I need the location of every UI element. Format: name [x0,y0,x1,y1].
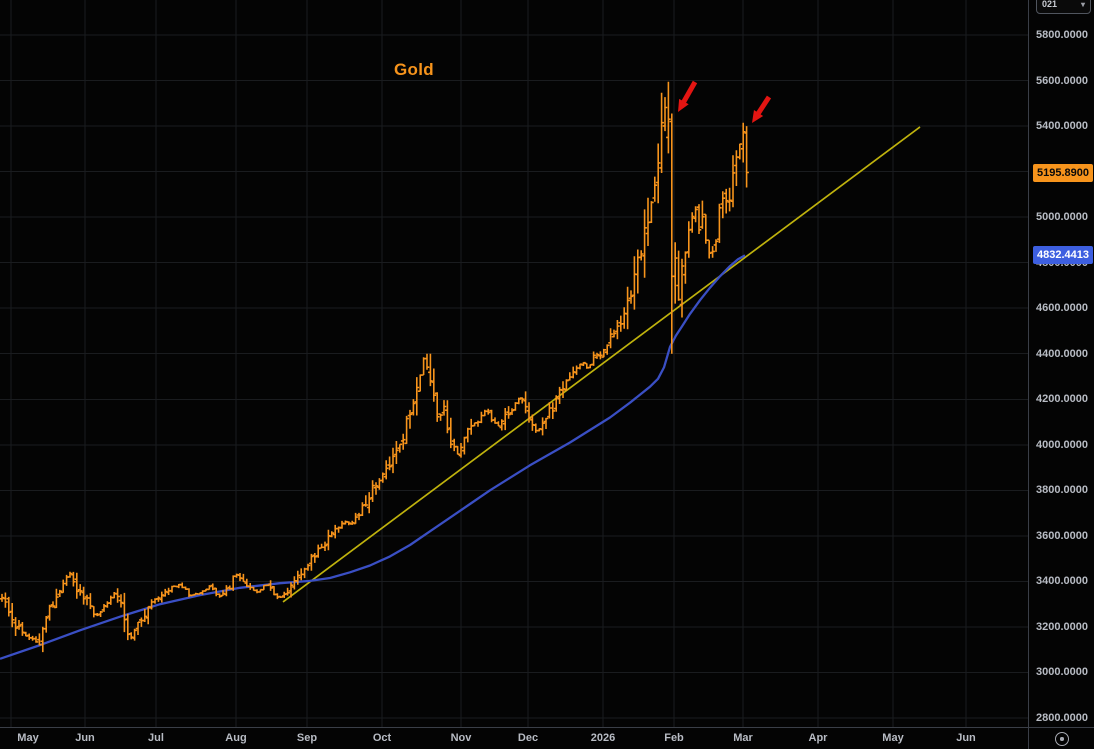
scale-dropdown-label: 021 [1042,0,1058,9]
axis-corner [1028,727,1094,749]
arrow-annotation-2 [752,95,772,123]
symbol-label: Gold [394,60,434,79]
price-tick-label: 4600.0000 [1036,302,1088,315]
time-tick-label: Aug [225,732,247,744]
arrow-annotations[interactable] [678,80,772,123]
time-axis[interactable]: May Jun Jul Aug Sep Oct Nov Dec 2026 Feb Mar Apr May… [0,727,1028,749]
price-tick-label: 2800.0000 [1036,712,1088,724]
price-tick-label: 4200.0000 [1036,393,1088,406]
settings-icon[interactable] [1055,732,1069,746]
price-tick-label: 5400.0000 [1036,120,1088,133]
ma-price-badge: 4832.4413 [1033,246,1093,265]
price-axis[interactable]: 021 ▾ 5800.00005600.00005400.00005200.00… [1028,0,1094,727]
scale-dropdown[interactable]: 021 ▾ [1036,0,1091,14]
time-tick-label: Apr [808,732,828,744]
price-tick-label: 3400.0000 [1036,575,1088,588]
time-tick-label: Jun [956,732,976,744]
time-tick-label: Nov [450,732,472,744]
time-tick-label: May [17,732,39,744]
time-tick-label: Sep [296,732,318,744]
price-tick-label: 4400.0000 [1036,347,1088,360]
price-tick-label: 5600.0000 [1036,74,1088,87]
chevron-down-icon: ▾ [1080,0,1085,9]
price-tick-label: 3000.0000 [1036,666,1088,679]
price-tick-label: 5000.0000 [1036,211,1088,224]
price-tick-label: 3200.0000 [1036,620,1088,633]
price-tick-label: 4000.0000 [1036,438,1088,451]
time-tick-label: Oct [372,732,392,744]
time-tick-label: Dec [517,732,539,744]
arrow-annotation-1 [678,80,698,112]
price-tick-label: 3800.0000 [1036,484,1088,497]
price-chart-canvas[interactable] [0,0,1028,727]
time-tick-label: Feb [664,732,684,744]
price-tick-label: 5800.0000 [1036,29,1088,41]
time-tick-label: May [882,732,904,744]
ohlc-price-bars[interactable] [0,81,749,653]
time-tick-label: Jun [75,732,95,744]
grid-lines [0,0,1028,727]
trendline-drawing[interactable] [282,126,921,603]
time-tick-label: Jul [148,732,164,744]
last-price-badge: 5195.8900 [1033,163,1093,182]
time-tick-label: Mar [733,732,753,744]
time-tick-label: 2026 [590,732,616,744]
price-tick-label: 3600.0000 [1036,529,1088,542]
